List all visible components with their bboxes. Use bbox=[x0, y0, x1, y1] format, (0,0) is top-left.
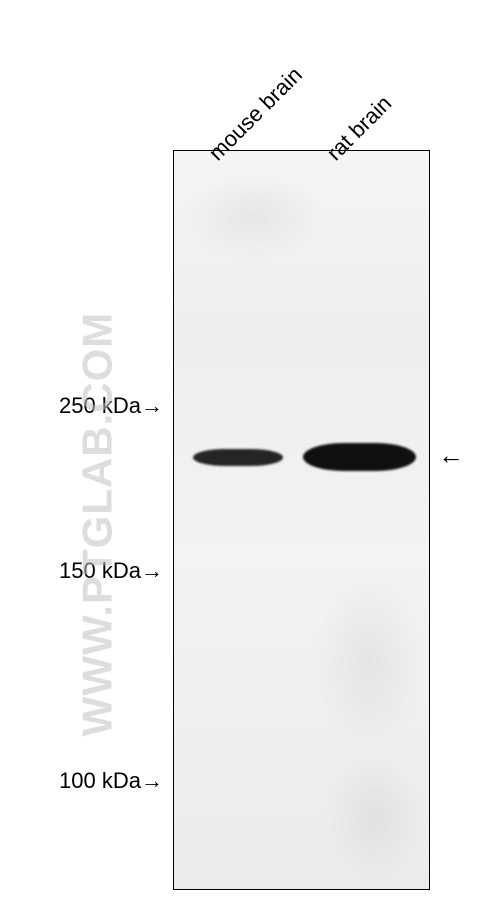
band-lane-0 bbox=[193, 449, 283, 466]
watermark-text: WWW.PTGLAB.COM bbox=[73, 312, 121, 737]
marker-100: 100 kDa→ bbox=[59, 768, 163, 794]
target-arrow-icon: ← bbox=[438, 440, 464, 471]
marker-arrow-icon: → bbox=[141, 768, 163, 793]
marker-text: 100 kDa bbox=[59, 768, 141, 793]
membrane-shade bbox=[314, 571, 424, 751]
band-lane-1 bbox=[303, 443, 416, 471]
blot-membrane bbox=[173, 150, 430, 890]
membrane-shade bbox=[184, 171, 324, 261]
membrane-shade bbox=[324, 751, 424, 881]
marker-arrow-icon: → bbox=[141, 558, 163, 583]
marker-arrow-icon: → bbox=[141, 393, 163, 418]
figure-container: mouse brain rat brain 250 kDa→ 150 kDa→ … bbox=[0, 0, 500, 903]
